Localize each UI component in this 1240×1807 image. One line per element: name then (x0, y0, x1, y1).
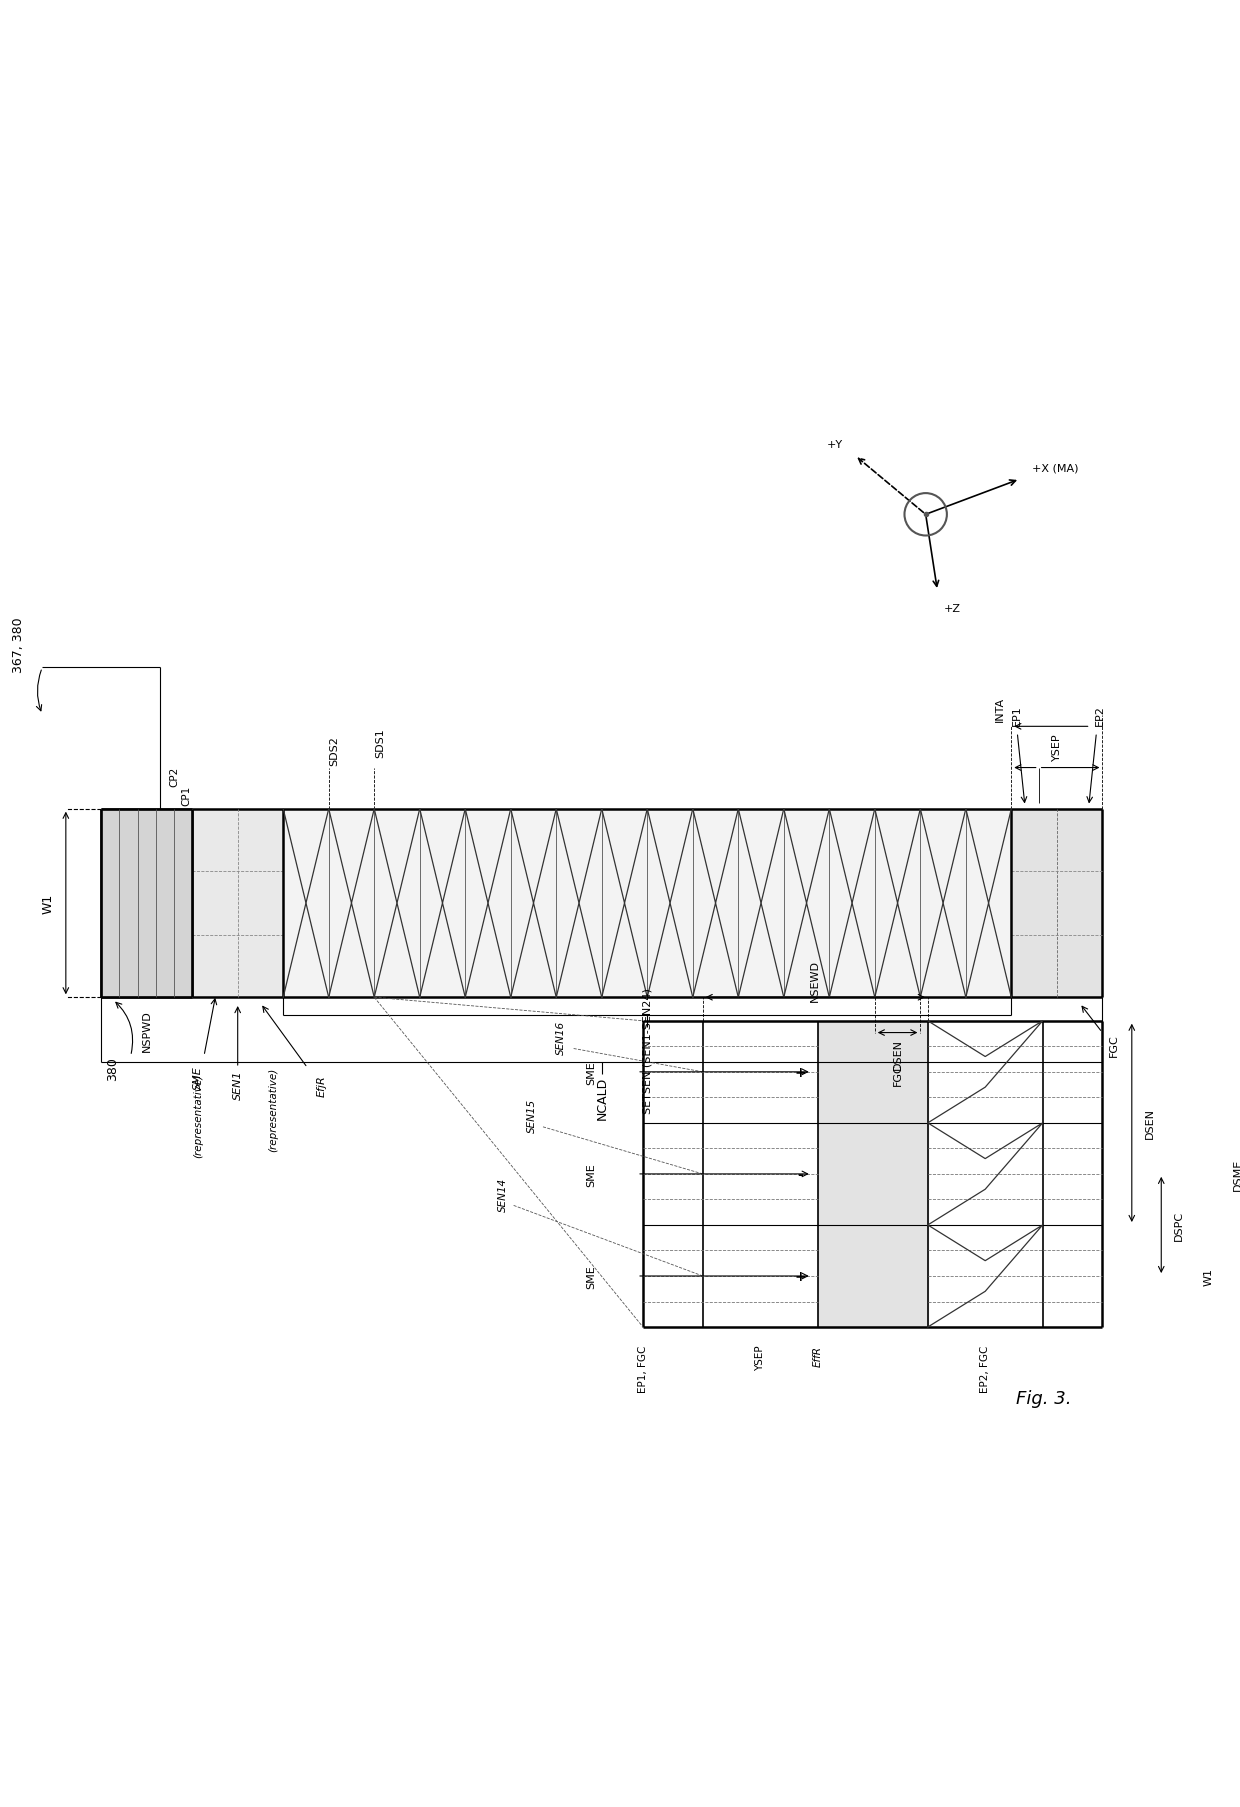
Text: YSEP: YSEP (1052, 734, 1061, 761)
Text: SEN16: SEN16 (557, 1019, 567, 1053)
Text: SDS2: SDS2 (330, 735, 340, 766)
Text: SEN15: SEN15 (527, 1099, 537, 1133)
Text: CP1: CP1 (181, 784, 191, 806)
Text: DSME: DSME (1233, 1158, 1240, 1191)
Text: NSPWD: NSPWD (141, 1010, 151, 1052)
Text: NSEWD: NSEWD (810, 960, 820, 1001)
Text: SME: SME (193, 1066, 203, 1090)
Text: SDS1: SDS1 (376, 728, 386, 757)
Text: EP1: EP1 (1012, 705, 1022, 726)
Text: EP2, FGC: EP2, FGC (981, 1344, 991, 1393)
Text: +: + (794, 1066, 806, 1079)
Text: EP2: EP2 (1095, 705, 1105, 726)
Text: +: + (794, 1269, 806, 1283)
Text: 367, 380: 367, 380 (12, 616, 25, 672)
Text: EfjR: EfjR (316, 1075, 326, 1097)
Text: +X (MA): +X (MA) (1032, 463, 1079, 473)
Text: NCALD: NCALD (595, 1077, 609, 1119)
Text: SME: SME (585, 1162, 596, 1185)
Text: (representative): (representative) (193, 1073, 203, 1158)
Text: -: - (797, 1167, 802, 1182)
Text: SEN1: SEN1 (233, 1070, 243, 1100)
Text: W1: W1 (1203, 1267, 1214, 1285)
Text: DSPC: DSPC (1174, 1211, 1184, 1240)
Text: Fig. 3.: Fig. 3. (1016, 1390, 1071, 1408)
Text: DSEN: DSEN (1145, 1108, 1154, 1138)
Text: SME: SME (585, 1265, 596, 1288)
Text: SEN14: SEN14 (497, 1176, 507, 1211)
Text: +Y: +Y (827, 439, 843, 450)
Text: DSEN: DSEN (893, 1039, 903, 1070)
Text: EP1, FGC: EP1, FGC (639, 1344, 649, 1393)
Text: INTA: INTA (994, 698, 1004, 721)
Text: EffR: EffR (812, 1344, 822, 1366)
Text: FGC: FGC (1109, 1034, 1120, 1055)
Text: 380: 380 (107, 1057, 119, 1081)
Polygon shape (102, 810, 192, 997)
Text: SETSEN (SEN1-SEN24): SETSEN (SEN1-SEN24) (642, 988, 652, 1113)
Text: CP2: CP2 (170, 766, 180, 786)
Text: (representative): (representative) (268, 1068, 278, 1151)
Text: FGC: FGC (893, 1063, 903, 1086)
Text: YSEP: YSEP (755, 1344, 765, 1370)
Text: SME: SME (585, 1061, 596, 1084)
Text: +Z: +Z (944, 604, 960, 613)
Text: W1: W1 (42, 893, 55, 914)
